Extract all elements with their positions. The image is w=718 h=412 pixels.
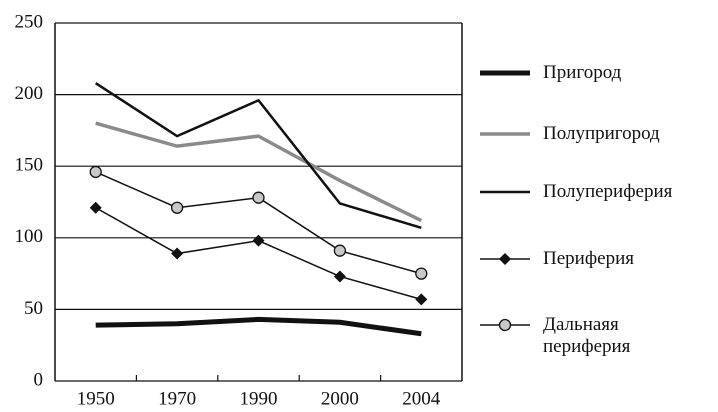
x-tick-label: 2000	[321, 388, 359, 409]
circle-marker	[252, 191, 265, 204]
diamond-marker	[89, 201, 102, 214]
x-tick-label: 1970	[158, 388, 196, 409]
diamond-marker	[499, 253, 511, 265]
legend-label: Дальнаяя периферия	[543, 314, 631, 357]
circle-marker	[170, 201, 184, 214]
series-line	[95, 121, 423, 223]
y-tick-label: 100	[15, 226, 44, 247]
x-tick-label: 1990	[240, 388, 278, 409]
diamond-marker	[415, 293, 428, 306]
series-line	[95, 316, 422, 337]
series-line	[95, 207, 422, 301]
y-tick-label: 0	[34, 369, 44, 390]
circle-marker	[89, 165, 102, 179]
circle-marker	[333, 244, 347, 257]
legend-label: Полупериферия	[543, 181, 673, 202]
circle-marker	[498, 318, 512, 332]
circle-marker	[415, 267, 428, 280]
series-line	[95, 82, 422, 229]
y-tick-label: 200	[15, 83, 44, 104]
legend-label: Пригород	[543, 62, 622, 83]
legend-label: Периферия	[543, 248, 634, 269]
y-tick-label: 250	[15, 11, 44, 32]
x-tick-label: 1950	[77, 388, 115, 409]
y-tick-label: 50	[24, 298, 43, 319]
y-tick-label: 150	[15, 155, 44, 176]
diamond-marker	[171, 247, 184, 260]
series-line	[95, 171, 422, 275]
legend-label: Полупригород	[543, 123, 660, 144]
diamond-marker	[252, 234, 265, 247]
x-tick-label: 2004	[402, 388, 441, 409]
diamond-marker	[333, 270, 346, 283]
